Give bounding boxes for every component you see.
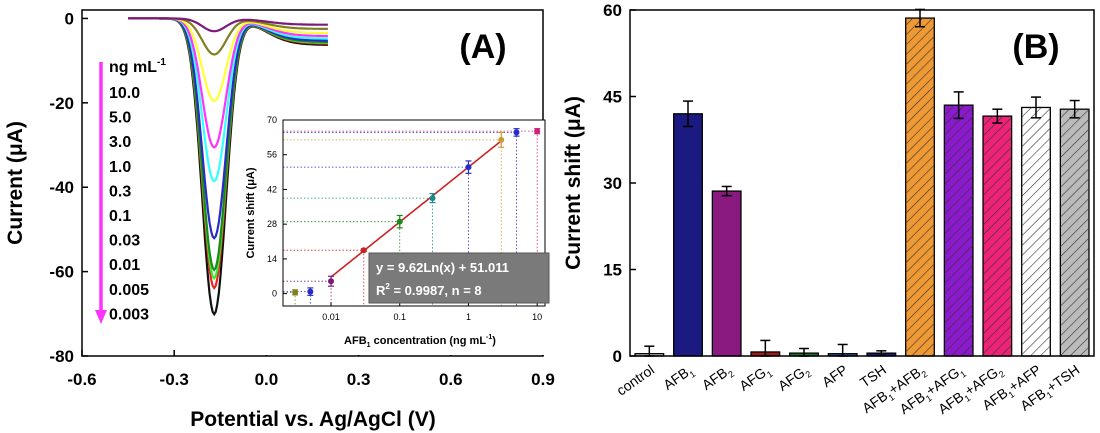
inset-point bbox=[307, 288, 314, 295]
inset-x-tick-label: 0.01 bbox=[322, 312, 340, 322]
b-bar-hatch bbox=[905, 18, 935, 356]
b-y-tick-label: 30 bbox=[603, 174, 622, 193]
b-y-tick-label: 45 bbox=[603, 88, 622, 107]
a-x-tick-label: 0.6 bbox=[439, 370, 463, 389]
a-legend-entry: 0.005 bbox=[109, 282, 149, 299]
inset-x-axis-label: AFB1 concentration (ng mL-1) bbox=[344, 334, 496, 349]
b-bars bbox=[634, 8, 1090, 357]
inset-point bbox=[360, 247, 367, 254]
inset-y-tick-label: 14 bbox=[267, 254, 277, 264]
inset-point bbox=[429, 195, 436, 202]
b-x-axis: control AFB1 AFB2 AFG1 AFG2 AFP TSHAFB1+AFB2AF… bbox=[613, 361, 1082, 417]
inset-equation-box: y = 9.62Ln(x) + 51.011 R2 = 0.9987, n = … bbox=[368, 252, 550, 304]
a-legend-entry: 0.1 bbox=[109, 208, 131, 225]
b-bar bbox=[711, 190, 742, 357]
b-bar-hatch bbox=[944, 105, 973, 357]
a-legend-arrow-head bbox=[95, 310, 107, 324]
b-y-tick-label: 60 bbox=[603, 1, 622, 20]
a-inset: 0.01 0.1 1 10 0 14 28 42 56 70 Current shift (μA… bbox=[245, 115, 550, 355]
inset-point bbox=[328, 278, 335, 285]
a-panel-label: (A) bbox=[459, 28, 506, 66]
b-category-label: AFB2 bbox=[699, 361, 736, 395]
a-inset-background bbox=[251, 120, 545, 355]
a-legend-entry: 5.0 bbox=[109, 110, 131, 127]
a-x-tick-label: 0.9 bbox=[531, 370, 555, 389]
b-bar-hatch bbox=[1021, 107, 1051, 356]
inset-y-axis-label: Current shift (μA) bbox=[245, 167, 257, 258]
inset-x-tick-label: 10 bbox=[532, 312, 542, 322]
b-category-label: AFB1 bbox=[660, 361, 697, 395]
inset-y-tick-label: 56 bbox=[267, 150, 277, 160]
a-y-tick-label: -20 bbox=[49, 94, 74, 113]
a-x-tick-label: 0.0 bbox=[255, 370, 279, 389]
inset-point bbox=[396, 218, 403, 225]
inset-y-tick-label: 70 bbox=[267, 115, 277, 125]
a-legend-title: ng mL-1 bbox=[109, 57, 166, 76]
panel-a: -0.6 -0.3 0.0 0.3 0.6 0.9 0 -20 -40 -60 -80 (A) C… bbox=[4, 9, 555, 431]
b-bar bbox=[673, 113, 703, 357]
inset-y-tick-label: 42 bbox=[267, 184, 277, 194]
inset-point bbox=[498, 136, 505, 143]
inset-y-tick-label: 0 bbox=[272, 289, 277, 299]
inset-x-tick-label: 1 bbox=[466, 312, 471, 322]
a-curve bbox=[128, 17, 328, 33]
b-category-label: AFG1 bbox=[736, 361, 775, 396]
a-legend-entry: 0.3 bbox=[109, 183, 131, 200]
a-legend-entry: 10.0 bbox=[109, 85, 140, 102]
b-y-tick-label: 0 bbox=[613, 347, 622, 366]
inset-x-tick-label: 0.1 bbox=[393, 312, 406, 322]
a-legend-entry: 0.01 bbox=[109, 257, 140, 274]
a-y-tick-label: -40 bbox=[49, 178, 74, 197]
inset-point bbox=[513, 129, 520, 136]
a-x-tick-label: -0.6 bbox=[67, 370, 96, 389]
b-panel-label: (B) bbox=[1012, 28, 1059, 66]
b-category-label: AFP bbox=[819, 361, 850, 390]
b-bar-hatch bbox=[1060, 109, 1089, 356]
a-x-tick-label: -0.3 bbox=[160, 370, 189, 389]
a-legend-entry: 0.03 bbox=[109, 233, 140, 250]
b-category-label: TSH bbox=[857, 361, 889, 390]
b-category-label: AFG2 bbox=[775, 361, 814, 396]
inset-y-tick-label: 28 bbox=[267, 219, 277, 229]
a-legend-entry: 0.003 bbox=[109, 306, 149, 323]
a-curves bbox=[128, 17, 328, 317]
a-legend: ng mL-1 10.0 5.0 3.0 1.0 0.3 0.1 0.03 0.01 0.005… bbox=[95, 57, 166, 324]
inset-point bbox=[292, 289, 299, 296]
equation-line-2: R2 = 0.9987, n = 8 bbox=[376, 282, 482, 298]
b-y-axis: 0 15 30 45 60 bbox=[603, 1, 636, 366]
b-category-label: control bbox=[613, 361, 657, 398]
b-y-axis-label: Current shift (μA) bbox=[562, 96, 585, 270]
a-y-tick-label: 0 bbox=[65, 9, 74, 28]
inset-points bbox=[292, 128, 541, 296]
a-legend-entry: 1.0 bbox=[109, 159, 131, 176]
a-y-tick-label: -80 bbox=[49, 347, 74, 366]
a-x-tick-label: 0.3 bbox=[347, 370, 371, 389]
b-bar-hatch bbox=[983, 116, 1012, 357]
a-legend-entries: 10.0 5.0 3.0 1.0 0.3 0.1 0.03 0.01 0.005 0.003 bbox=[109, 85, 149, 323]
a-x-axis-label: Potential vs. Ag/AgCl (V) bbox=[190, 408, 435, 431]
inset-point bbox=[465, 164, 472, 171]
inset-y-axis: 0 14 28 42 56 70 bbox=[267, 115, 287, 299]
a-y-axis: 0 -20 -40 -60 -80 bbox=[49, 9, 88, 366]
b-y-tick-label: 15 bbox=[603, 261, 622, 280]
equation-line-1: y = 9.62Ln(x) + 51.011 bbox=[376, 260, 509, 275]
inset-plot-frame bbox=[282, 119, 546, 307]
equation-box-background bbox=[368, 252, 550, 304]
a-legend-entry: 3.0 bbox=[109, 134, 131, 151]
inset-point bbox=[534, 128, 541, 135]
a-y-axis-label: Current (μA) bbox=[4, 121, 27, 245]
a-y-tick-label: -60 bbox=[49, 263, 74, 282]
inset-fit-line bbox=[330, 141, 501, 278]
